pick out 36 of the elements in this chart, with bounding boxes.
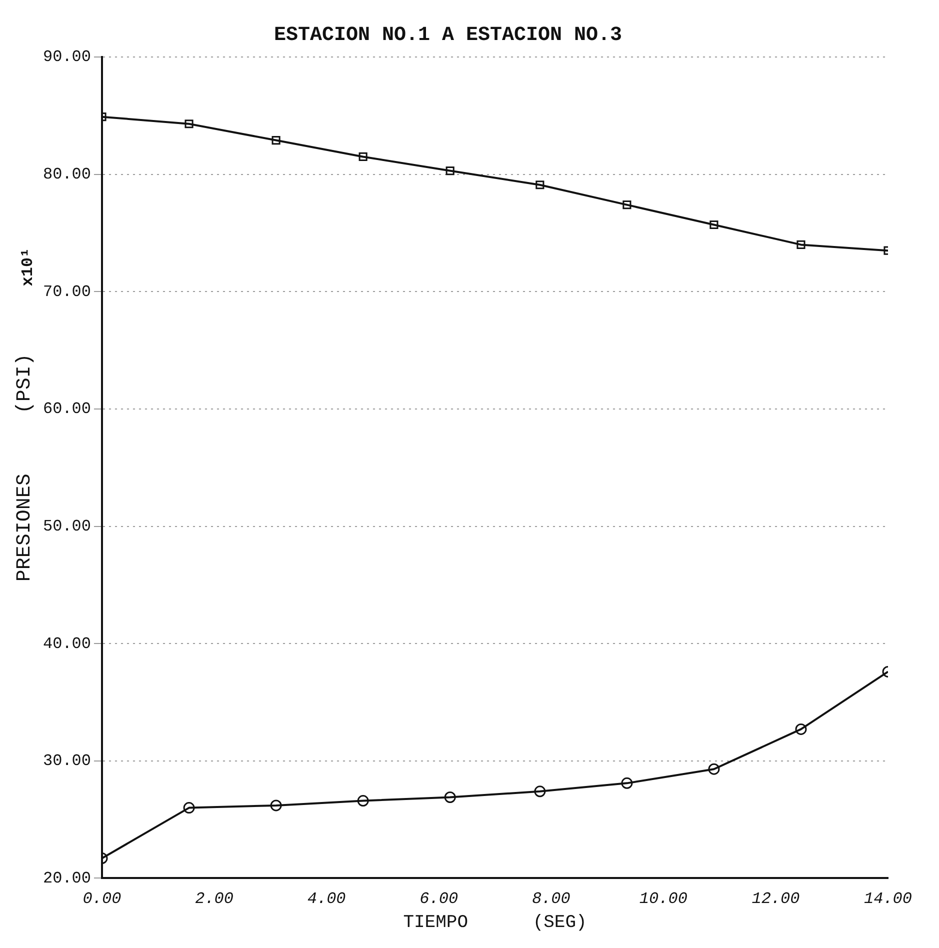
x-tick-label: 0.00 [82, 890, 122, 908]
x-tick-label: 6.00 [420, 890, 458, 908]
point [357, 795, 369, 807]
x-tick-label: 4.00 [307, 890, 346, 908]
x-tick-label: 10.00 [639, 890, 688, 908]
x-tick-label: 12.00 [752, 890, 800, 908]
y-tick-label: 40.00 [42, 634, 92, 653]
x-tick-label: 8.00 [532, 890, 571, 908]
point [622, 200, 632, 210]
y-tick-label: 60.00 [42, 400, 92, 418]
y-tick-label: 20.00 [42, 869, 92, 888]
point [446, 166, 454, 176]
chart-title: ESTACION NO.1 A ESTACION NO.3 [274, 24, 622, 48]
point [444, 792, 456, 804]
point [536, 180, 544, 190]
point [710, 220, 718, 230]
point [184, 120, 194, 128]
point [621, 777, 633, 789]
point [795, 723, 807, 735]
point [272, 136, 280, 145]
y-tick-label: 70.00 [42, 282, 92, 301]
x-tick-label: 14.00 [864, 890, 912, 908]
point [270, 800, 282, 812]
point [796, 240, 806, 249]
x-axis-title: TIEMPO (SEG) [403, 912, 587, 933]
point [534, 786, 546, 798]
x-tick-label: 2.00 [195, 890, 234, 908]
y-axis-title: PRESIONES (PSI) [13, 354, 36, 582]
point [708, 763, 720, 775]
y-tick-label: 90.00 [42, 48, 92, 66]
y-tick-label: 30.00 [42, 752, 92, 770]
text: x10¹ [19, 248, 38, 286]
y-tick-label: 50.00 [42, 517, 92, 536]
y-tick-label: 80.00 [42, 166, 92, 184]
point [358, 152, 368, 162]
point [183, 802, 195, 814]
